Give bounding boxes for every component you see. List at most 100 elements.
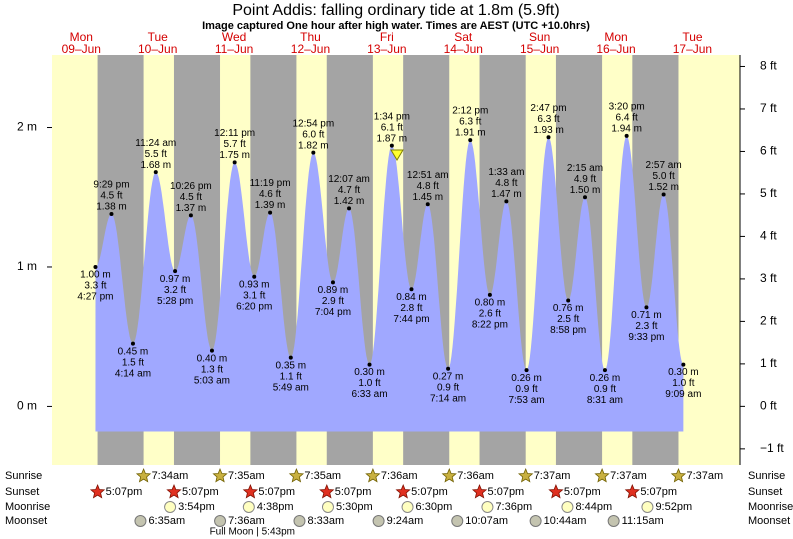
sunset-icon (548, 483, 564, 499)
row-label: Sunrise (748, 470, 785, 482)
y2-tick-label: 8 ft (760, 59, 777, 73)
tide-label: 5.5 ft (145, 149, 167, 160)
tide-label: 0.30 m (668, 367, 699, 378)
tide-label: 8:22 pm (472, 320, 508, 331)
tide-label: 6.1 ft (381, 122, 403, 133)
day-name: Fri (380, 30, 394, 44)
day-date: 16–Jun (596, 42, 635, 56)
tide-label: 0.84 m (396, 292, 427, 303)
sunset-icon (89, 483, 106, 499)
tide-label: 2.6 ft (479, 309, 501, 320)
tide-label: 1.47 m (491, 189, 522, 200)
tide-label: 2.8 ft (400, 303, 422, 314)
tide-label: 1.0 ft (358, 378, 380, 389)
tide-label: 0.26 m (511, 373, 542, 384)
tide-label: 12:07 am (328, 174, 370, 185)
tide-label: 0.71 m (631, 310, 662, 321)
tide-label: 9:33 pm (628, 332, 664, 343)
y2-tick-label: 6 ft (760, 144, 777, 158)
tide-label: 1:33 am (488, 167, 524, 178)
row-label: Sunrise (5, 470, 42, 482)
sunset-time: 5:07pm (640, 486, 677, 498)
row-label: Moonrise (5, 501, 50, 513)
tide-label: 1.93 m (533, 125, 564, 136)
day-name: Mon (604, 30, 627, 44)
moonrise-time: 8:44pm (575, 501, 612, 513)
tide-label: 2:15 am (567, 163, 603, 174)
tide-label: 3:20 pm (609, 102, 645, 113)
tide-point (367, 362, 372, 367)
moonset-icon (293, 515, 306, 527)
tide-label: 6.4 ft (616, 113, 638, 124)
tide-point (487, 292, 492, 297)
sunrise-icon (288, 467, 305, 483)
tide-label: 7:44 pm (393, 314, 429, 325)
moonrise-time: 6:30pm (416, 501, 453, 513)
current-tide-marker (390, 149, 404, 161)
tide-label: 0.9 ft (594, 384, 616, 395)
tide-label: 2:12 pm (452, 106, 488, 117)
tide-label: 8:31 am (587, 395, 623, 406)
tide-label: 1.39 m (255, 200, 286, 211)
tide-label: 0.93 m (239, 279, 270, 290)
moonrise-time: 5:30pm (336, 501, 373, 513)
moonrise-icon (321, 501, 334, 513)
tide-label: 4.6 ft (259, 189, 281, 200)
tide-point (524, 368, 529, 373)
moonset-time: 10:44am (544, 515, 587, 527)
tide-label: 4:14 am (115, 368, 151, 379)
sunrise-time: 7:37am (686, 470, 723, 482)
sunrise-icon (517, 467, 534, 483)
sunset-time: 5:07pm (182, 486, 219, 498)
tide-label: 4.5 ft (180, 192, 202, 203)
tide-label: 6:33 am (351, 389, 387, 400)
sunrise-icon (365, 467, 381, 483)
tide-label: 0.35 m (276, 360, 307, 371)
tide-label: 7:14 am (430, 393, 466, 404)
tide-point (504, 199, 509, 204)
tide-point (566, 298, 571, 303)
tide-label: 1.38 m (96, 202, 127, 213)
sunset-time: 5:07pm (488, 486, 525, 498)
moonrise-icon (242, 501, 255, 513)
y2-tick-label: 1 ft (760, 356, 777, 370)
tide-label: 1.68 m (140, 160, 171, 171)
tide-point (347, 206, 352, 211)
y-tick-label: 2 m (17, 120, 37, 134)
moonrise-time: 4:38pm (257, 501, 294, 513)
day-name: Tue (682, 30, 703, 44)
moonrise-time: 3:54pm (178, 501, 215, 513)
moonset-time: 8:33am (307, 515, 344, 527)
tide-point (446, 366, 451, 371)
tide-label: 9:29 pm (93, 180, 129, 191)
sunrise-time: 7:35am (304, 470, 341, 482)
y-tick-label: 1 m (17, 259, 37, 273)
day-name: Tue (148, 30, 169, 44)
tide-label: 7:04 pm (315, 307, 351, 318)
tide-point (268, 210, 273, 215)
moonset-time: 6:35am (148, 515, 185, 527)
moonset-icon (607, 515, 620, 527)
tide-label: 2.9 ft (322, 296, 344, 307)
sunset-icon (166, 483, 182, 499)
day-date: 13–Jun (367, 42, 406, 56)
tide-point (252, 274, 257, 279)
sunset-icon (395, 483, 411, 499)
tide-label: 0.9 ft (515, 384, 537, 395)
tide-point (130, 341, 135, 346)
tide-area (95, 135, 684, 432)
y2-tick-label: 5 ft (760, 186, 777, 200)
tide-label: 1.91 m (455, 128, 486, 139)
day-name: Wed (222, 30, 246, 44)
sunrise-time: 7:37am (534, 470, 571, 482)
row-label: Sunset (5, 486, 39, 498)
tide-point (109, 211, 114, 216)
tide-label: 2:47 pm (530, 103, 566, 114)
moonset-time: 10:07am (465, 515, 508, 527)
tide-label: 2:57 am (646, 160, 682, 171)
tide-label: 0.30 m (354, 367, 385, 378)
tide-point (209, 348, 214, 353)
row-label: Moonset (5, 515, 47, 527)
tide-label: 6:20 pm (236, 301, 272, 312)
